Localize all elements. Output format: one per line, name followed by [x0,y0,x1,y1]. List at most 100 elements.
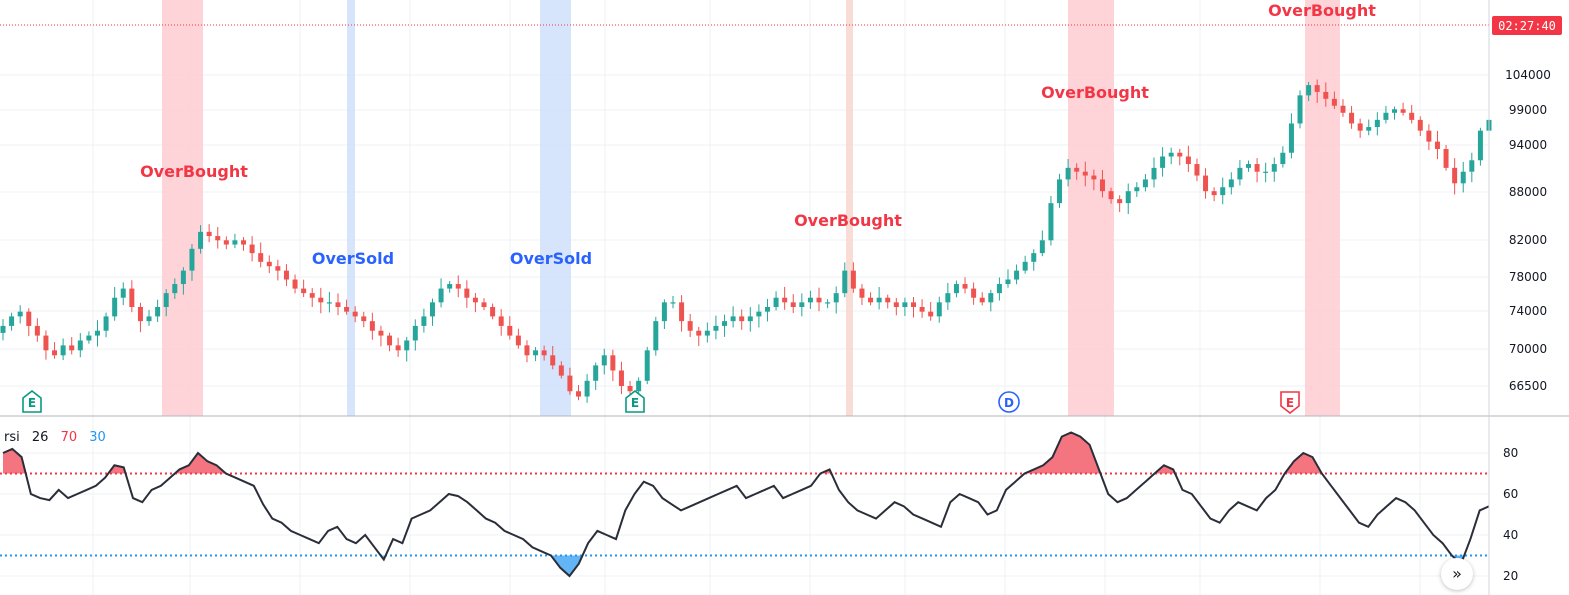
candle[interactable] [137,302,143,333]
candle[interactable] [1125,183,1131,215]
candle[interactable] [541,345,547,361]
candle[interactable] [1014,264,1020,285]
candle[interactable] [764,298,770,322]
candle[interactable] [1374,112,1380,136]
candle[interactable] [172,278,178,299]
candle[interactable] [1263,162,1269,183]
candle[interactable] [395,337,401,357]
candle[interactable] [782,286,788,310]
candle[interactable] [756,304,762,328]
candle[interactable] [979,292,985,306]
candle[interactable] [1039,230,1045,257]
candle[interactable] [129,280,135,313]
price-axis[interactable]: 104000 99000 94000 88000 82000 78000 74000 7000… [1505,68,1551,393]
candle[interactable] [1340,99,1346,117]
candle[interactable] [120,282,126,306]
candle[interactable] [567,367,573,395]
candle[interactable] [404,336,410,362]
candle[interactable] [618,361,624,395]
candle[interactable] [258,242,264,268]
candle[interactable] [1452,158,1458,195]
candle[interactable] [1177,148,1183,166]
candle[interactable] [1160,147,1166,177]
candle[interactable] [1057,173,1063,208]
candle[interactable] [1082,161,1088,187]
candle[interactable] [1151,157,1157,188]
candle[interactable] [902,297,908,317]
candle[interactable] [378,325,384,347]
candle[interactable] [1271,157,1277,182]
candle[interactable] [352,306,358,323]
candle[interactable] [1245,160,1251,172]
candle[interactable] [1426,124,1432,151]
candle[interactable] [524,340,530,363]
candle[interactable] [807,290,813,309]
earnings-marker[interactable]: E [625,389,645,413]
candle[interactable] [576,385,582,401]
candle[interactable] [326,291,332,313]
candle[interactable] [180,267,186,295]
earnings-marker[interactable]: E [1280,391,1300,415]
candle[interactable] [1323,82,1329,107]
candle[interactable] [112,287,118,321]
candle[interactable] [1288,113,1294,159]
candle[interactable] [859,284,865,305]
candle[interactable] [1091,169,1097,191]
candle[interactable] [232,233,238,249]
candle[interactable] [481,298,487,311]
candle[interactable] [747,307,753,332]
candle[interactable] [584,374,590,403]
candle[interactable] [1434,130,1440,160]
candle[interactable] [309,288,315,307]
candle[interactable] [1142,173,1148,192]
candle[interactable] [77,333,83,358]
candle[interactable] [275,259,281,281]
candle[interactable] [1460,161,1466,193]
rsi-line[interactable] [2,431,1490,578]
candle[interactable] [1099,170,1105,198]
candle[interactable] [412,319,418,351]
candle[interactable] [713,315,719,340]
candle[interactable] [34,318,40,342]
candle[interactable] [94,320,100,347]
candle[interactable] [687,313,693,338]
candle[interactable] [369,312,375,340]
candle[interactable] [283,264,289,287]
rsi-pane[interactable] [0,431,1490,578]
candle[interactable] [945,282,951,310]
candle[interactable] [26,308,32,337]
candle[interactable] [447,281,453,293]
candle[interactable] [988,289,994,312]
candle[interactable] [704,322,710,343]
candle[interactable] [146,309,152,326]
candle[interactable] [86,331,92,344]
candle[interactable] [1134,182,1140,197]
candle[interactable] [850,262,856,293]
candle[interactable] [1477,127,1483,166]
candle[interactable] [1331,91,1337,109]
candle[interactable] [1065,159,1071,187]
rsi-legend[interactable]: rsi 26 70 30 [4,430,106,445]
candle[interactable] [387,332,393,352]
candle[interactable] [103,312,109,338]
candle[interactable] [335,293,341,316]
candle[interactable] [1168,147,1174,165]
candle[interactable] [455,275,461,298]
candle[interactable] [919,299,925,318]
candle[interactable] [910,297,916,318]
candle[interactable] [43,330,49,360]
candle[interactable] [816,287,822,312]
candle[interactable] [1357,118,1363,138]
candle[interactable] [1074,163,1080,180]
candle[interactable] [833,286,839,314]
rsi-axis[interactable]: 80 60 40 20 [1503,446,1518,583]
candle[interactable] [1392,106,1398,120]
candle[interactable] [644,346,650,385]
candle[interactable] [1220,177,1226,205]
candle[interactable] [1400,102,1406,116]
candle[interactable] [825,299,831,309]
candle[interactable] [421,308,427,333]
candle[interactable] [1349,106,1355,129]
